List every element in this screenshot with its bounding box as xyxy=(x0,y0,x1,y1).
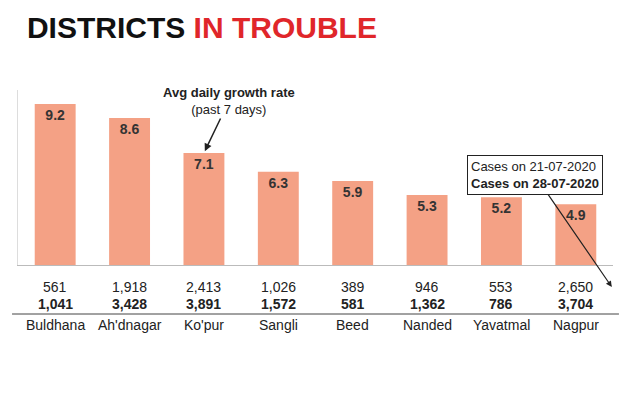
svg-text:Sangli: Sangli xyxy=(259,317,298,333)
svg-text:Nagpur: Nagpur xyxy=(553,317,599,333)
svg-text:389: 389 xyxy=(341,279,365,295)
svg-text:561: 561 xyxy=(43,279,67,295)
svg-text:1,362: 1,362 xyxy=(410,296,445,312)
svg-text:DISTRICTS IN TROUBLE: DISTRICTS IN TROUBLE xyxy=(27,11,377,44)
svg-text:5.2: 5.2 xyxy=(492,200,512,216)
svg-text:1,041: 1,041 xyxy=(38,296,73,312)
svg-text:9.2: 9.2 xyxy=(45,107,65,123)
svg-text:Cases on 21-07-2020Cases on 28: Cases on 21-07-2020Cases on 28-07-2020 xyxy=(471,159,599,191)
svg-text:Ko'pur: Ko'pur xyxy=(184,317,224,333)
svg-text:5.3: 5.3 xyxy=(417,198,437,214)
svg-text:1,572: 1,572 xyxy=(261,296,296,312)
svg-text:Ah'dnagar: Ah'dnagar xyxy=(98,317,162,333)
svg-text:3,891: 3,891 xyxy=(186,296,221,312)
svg-text:3,704: 3,704 xyxy=(558,296,593,312)
svg-text:2,413: 2,413 xyxy=(186,279,221,295)
svg-text:3,428: 3,428 xyxy=(112,296,147,312)
svg-text:4.9: 4.9 xyxy=(566,207,586,223)
svg-text:Avg daily growth rate(past 7 d: Avg daily growth rate(past 7 days) xyxy=(163,85,295,117)
svg-text:581: 581 xyxy=(341,296,365,312)
svg-text:Yavatmal: Yavatmal xyxy=(473,317,530,333)
svg-text:946: 946 xyxy=(415,279,439,295)
svg-text:6.3: 6.3 xyxy=(268,175,288,191)
svg-text:7.1: 7.1 xyxy=(194,156,214,172)
svg-text:2,650: 2,650 xyxy=(558,279,593,295)
svg-text:8.6: 8.6 xyxy=(120,121,140,137)
svg-text:Beed: Beed xyxy=(336,317,369,333)
svg-text:786: 786 xyxy=(489,296,513,312)
svg-text:1,918: 1,918 xyxy=(112,279,147,295)
svg-text:Nanded: Nanded xyxy=(403,317,452,333)
svg-text:553: 553 xyxy=(489,279,513,295)
svg-text:1,026: 1,026 xyxy=(261,279,296,295)
svg-text:5.9: 5.9 xyxy=(343,184,363,200)
svg-text:Buldhana: Buldhana xyxy=(26,317,85,333)
